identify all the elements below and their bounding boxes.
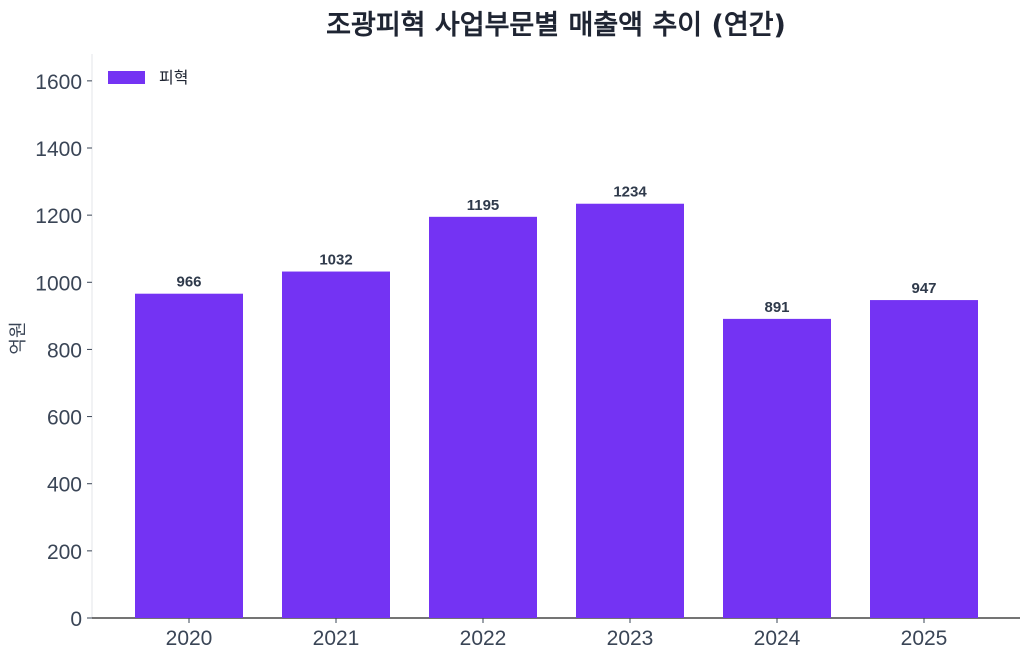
bar-2020: [135, 293, 243, 618]
y-tick-label: 1600: [35, 71, 82, 94]
x-tick-label-2023: 2023: [607, 627, 654, 650]
bars-group: [135, 203, 978, 619]
bar-2023: [576, 203, 684, 618]
x-tick-label-2022: 2022: [460, 627, 507, 650]
x-tick-label-2025: 2025: [901, 627, 948, 650]
data-labels-group: 966 1032 1195 1234 891 947: [176, 184, 936, 316]
bar-2024: [723, 318, 831, 618]
data-label-2024: 891: [764, 299, 789, 316]
y-tick-label: 1400: [35, 138, 82, 161]
y-tick-label: 600: [47, 407, 82, 430]
x-tick-label-2020: 2020: [166, 627, 213, 650]
y-tick-label: 1200: [35, 205, 82, 228]
chart-title: 조광피혁 사업부문별 매출액 추이 (연간): [326, 10, 786, 41]
data-label-2020: 966: [176, 274, 201, 291]
data-label-2023: 1234: [613, 184, 647, 201]
y-axis-ticks: 0 200 400 600 800 1000 1200 1400 1600: [35, 71, 92, 631]
data-label-2021: 1032: [319, 252, 352, 269]
bar-2021: [282, 271, 390, 618]
x-tick-label-2024: 2024: [754, 627, 801, 650]
y-tick-label: 0: [70, 608, 82, 631]
x-tick-label-2021: 2021: [313, 627, 360, 650]
legend: 피혁: [108, 68, 188, 87]
bar-2022: [429, 216, 537, 619]
y-tick-label: 400: [47, 474, 82, 497]
bar-2025: [870, 300, 978, 618]
data-label-2022: 1195: [467, 197, 500, 214]
legend-label-piheok: 피혁: [159, 68, 188, 87]
y-tick-label: 200: [47, 541, 82, 564]
y-axis-title: 억원: [8, 321, 29, 354]
x-axis-ticks: 2020 2021 2022 2023 2024 2025: [166, 618, 948, 650]
y-tick-label: 800: [47, 339, 82, 362]
y-tick-label: 1000: [35, 272, 82, 295]
data-label-2025: 947: [911, 280, 936, 297]
legend-swatch-piheok: [108, 71, 145, 84]
